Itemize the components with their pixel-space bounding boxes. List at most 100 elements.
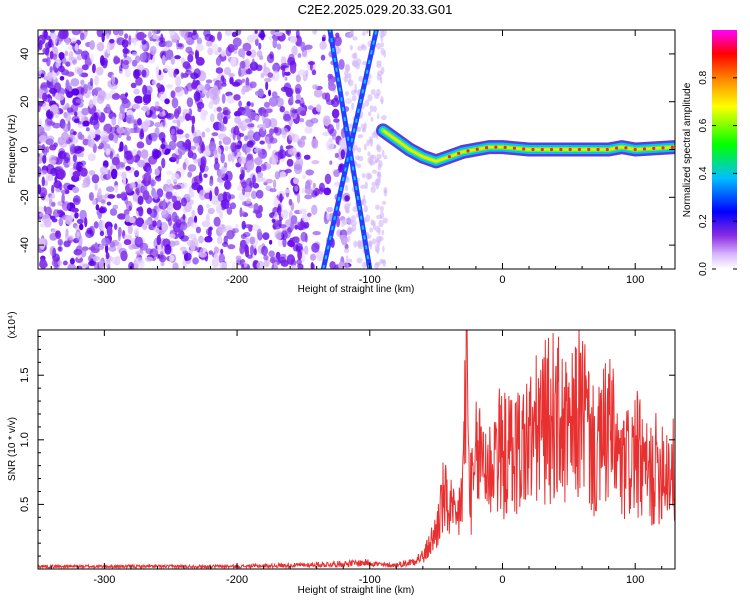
bottom-y-axis-label: SNR (10 * v/v) xyxy=(7,417,18,481)
noise-cell xyxy=(152,149,162,159)
noise-cell xyxy=(69,167,74,178)
noise-cell xyxy=(221,82,227,87)
noise-cell xyxy=(231,261,236,269)
noise-cell xyxy=(363,205,368,213)
noise-cell xyxy=(135,250,144,256)
noise-cell xyxy=(82,263,89,268)
noise-cell xyxy=(311,69,317,76)
noise-cell xyxy=(165,113,172,119)
noise-cell xyxy=(223,191,232,203)
noise-cell xyxy=(113,135,119,144)
noise-cell xyxy=(87,139,96,148)
noise-cell xyxy=(279,105,285,113)
top-y-tick-label: -20 xyxy=(19,189,31,205)
top-x-tick-label: -200 xyxy=(226,274,248,286)
noise-cell xyxy=(70,207,79,213)
noise-cell xyxy=(72,170,81,178)
noise-cell xyxy=(245,160,255,171)
ridge-peak-dot xyxy=(624,146,628,150)
noise-cell xyxy=(114,184,119,194)
noise-cell xyxy=(187,164,197,172)
noise-cell xyxy=(371,238,377,245)
noise-cell xyxy=(295,99,301,104)
noise-cell xyxy=(109,241,116,248)
noise-cell xyxy=(294,224,299,230)
noise-cell xyxy=(230,142,237,153)
noise-cell xyxy=(349,44,353,51)
noise-cell xyxy=(205,228,211,235)
noise-cell xyxy=(245,198,252,204)
noise-cell xyxy=(319,41,327,50)
noise-cell xyxy=(288,132,295,141)
noise-cell xyxy=(137,195,144,205)
noise-cell xyxy=(352,206,359,213)
spectrogram-heatmap xyxy=(38,30,675,269)
noise-cell xyxy=(69,128,75,135)
noise-cell xyxy=(223,67,231,75)
noise-cell xyxy=(246,140,254,148)
noise-cell xyxy=(134,95,144,104)
noise-cell xyxy=(215,56,222,67)
noise-cell xyxy=(292,177,300,185)
colorbar-tick-label: 0.8 xyxy=(698,70,709,84)
noise-cell xyxy=(177,105,182,115)
noise-cell xyxy=(50,167,58,177)
noise-cell xyxy=(55,230,60,237)
noise-cell xyxy=(177,133,185,139)
noise-cell xyxy=(41,213,51,224)
noise-cell xyxy=(87,153,96,162)
noise-cell xyxy=(113,223,118,230)
noise-cell xyxy=(42,102,50,112)
noise-cell xyxy=(231,151,235,163)
noise-cell xyxy=(52,122,61,129)
noise-cell xyxy=(238,100,242,108)
ridge-peak-dot xyxy=(484,145,489,150)
noise-cell xyxy=(201,131,206,138)
noise-cell xyxy=(213,216,221,227)
noise-cell xyxy=(153,193,159,200)
noise-cell xyxy=(107,169,111,180)
noise-cell xyxy=(275,251,281,260)
noise-cell xyxy=(159,200,167,207)
noise-cell xyxy=(375,261,382,266)
noise-cell xyxy=(110,168,118,180)
noise-cell xyxy=(125,114,135,124)
noise-cell xyxy=(119,103,125,114)
noise-cell xyxy=(73,248,82,256)
noise-cell xyxy=(128,261,134,269)
noise-cell xyxy=(116,126,125,134)
noise-cell xyxy=(275,97,284,108)
noise-cell xyxy=(224,179,231,190)
noise-cell xyxy=(357,155,364,162)
top-y-tick-label: -40 xyxy=(19,237,31,253)
noise-cell xyxy=(222,107,229,113)
noise-cell xyxy=(224,145,229,152)
noise-cell xyxy=(76,231,80,238)
noise-cell xyxy=(322,115,331,127)
noise-cell xyxy=(376,143,380,151)
noise-cell xyxy=(205,40,213,47)
noise-cell xyxy=(242,186,246,196)
noise-cell xyxy=(38,135,47,143)
noise-cell xyxy=(235,30,242,36)
noise-cell xyxy=(60,189,70,195)
noise-cell xyxy=(93,221,99,229)
noise-cell xyxy=(244,191,251,198)
noise-cell xyxy=(245,237,250,245)
noise-cell xyxy=(151,30,157,35)
noise-cell xyxy=(333,118,340,123)
noise-cell xyxy=(91,198,97,205)
noise-cell xyxy=(343,248,350,254)
noise-cell xyxy=(297,69,307,76)
bottom-x-tick-label: -100 xyxy=(359,574,381,586)
colorbar-gradient xyxy=(712,30,737,269)
noise-cell xyxy=(242,232,251,238)
noise-cell xyxy=(353,240,358,248)
noise-cell xyxy=(379,205,384,213)
noise-cell xyxy=(374,93,380,100)
noise-cell xyxy=(117,213,127,220)
noise-cell xyxy=(155,38,160,47)
noise-cell xyxy=(367,240,373,247)
noise-cell xyxy=(351,224,357,232)
noise-cell xyxy=(184,113,191,122)
